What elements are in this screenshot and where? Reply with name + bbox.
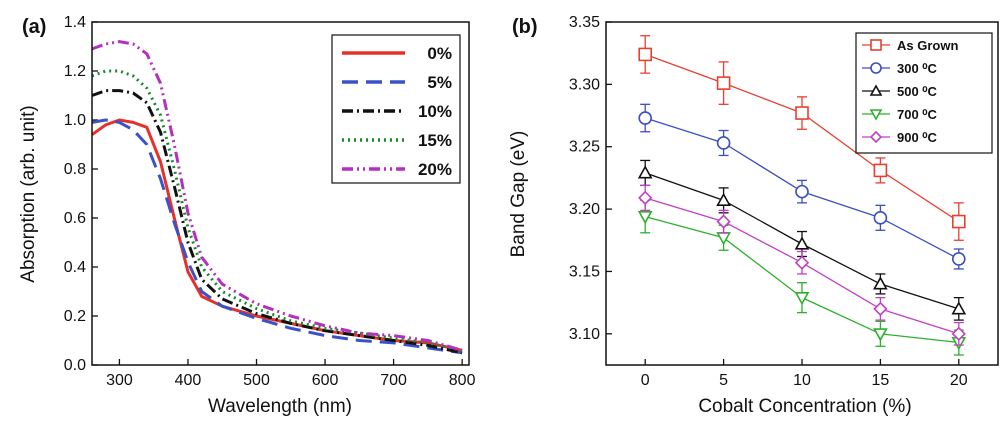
y-tick-label: 1.4 [64, 14, 86, 31]
legend-label-2: 500 ⁰C [897, 84, 938, 99]
legend-label-2: 10% [418, 102, 452, 121]
data-point-square [795, 106, 809, 120]
data-point-diamond [951, 326, 966, 341]
x-tick-label: 300 [106, 372, 133, 389]
legend-label-4: 900 ⁰C [897, 130, 938, 145]
y-tick-label: 1.2 [64, 63, 86, 80]
data-point-diamond [716, 214, 731, 229]
panel-a-legend-box [331, 34, 461, 184]
panel-a-legend: 0% 5% 10% 15% 20% [331, 34, 461, 184]
data-point-triangle-up [873, 276, 888, 290]
y-tick-label: 0.8 [64, 161, 86, 178]
legend-label-0: As Grown [897, 38, 958, 53]
panel-a-series-group [91, 40, 463, 355]
data-point-triangle-down [716, 232, 731, 246]
panel-b-x-axis-title: Cobalt Concentration (%) [698, 396, 911, 417]
y-tick-label: 1.0 [64, 112, 86, 129]
panel-a-label: (a) [22, 16, 46, 38]
y-tick-label: 3.30 [569, 76, 600, 93]
data-point-diamond [869, 130, 883, 144]
series-line [91, 69, 463, 352]
y-tick-label: 3.10 [569, 326, 600, 343]
data-point-diamond [794, 255, 810, 270]
x-tick-label: 0 [641, 372, 650, 389]
legend-label-3: 15% [418, 131, 452, 150]
legend-label-0: 0% [427, 44, 452, 63]
data-point-triangle-up [794, 236, 810, 250]
data-point-triangle-down [873, 328, 888, 342]
series-3 [637, 199, 967, 356]
data-point-square [951, 214, 966, 229]
y-tick-label: 3.25 [569, 139, 600, 156]
data-point-circle [795, 184, 809, 199]
x-tick-label: 5 [719, 372, 728, 389]
data-point-triangle-up [869, 84, 883, 96]
panel-a-plot-frame [91, 21, 470, 366]
panel-a-x-axis-title: Wavelength (nm) [208, 396, 352, 417]
x-tick-label: 800 [449, 372, 476, 389]
x-tick-label: 20 [950, 372, 968, 389]
series-line [91, 89, 463, 355]
data-point-triangle-down [869, 109, 883, 121]
y-tick-label: 0.2 [64, 308, 86, 325]
series-line [91, 118, 463, 355]
y-tick-label: 0.0 [64, 357, 86, 374]
legend-label-1: 300 ⁰C [897, 61, 938, 76]
panel-b-ticks: 0 5 10 15 20 3.10 3.15 3.20 3.25 3.30 3.35 [569, 14, 968, 389]
data-point-triangle-down [794, 292, 810, 306]
y-tick-label: 0.4 [64, 259, 86, 276]
data-point-circle [870, 62, 882, 74]
data-point-square [873, 163, 888, 178]
data-point-square [716, 76, 731, 90]
legend-label-3: 700 ⁰C [897, 107, 938, 122]
data-point-square [638, 47, 653, 62]
data-point-diamond [873, 301, 888, 317]
x-tick-label: 700 [380, 372, 407, 389]
panel-b-bandgap-chart: (b) Band Gap (eV) Cobalt Concentration (… [508, 14, 999, 417]
panel-b-plot-frame [605, 21, 999, 366]
data-point-circle [638, 111, 653, 125]
y-tick-label: 3.35 [569, 14, 600, 31]
data-point-triangle-down [637, 210, 653, 225]
legend-label-1: 5% [427, 73, 452, 92]
panel-b-legend-box [855, 32, 993, 154]
y-tick-label: 0.6 [64, 210, 86, 227]
data-point-circle [716, 136, 731, 150]
legend-label-4: 20% [418, 160, 452, 179]
data-point-triangle-up [951, 301, 967, 315]
panel-a-absorption-chart: (a) Absorption (arb. unit) Wavelength (n… [18, 14, 476, 417]
panel-b-legend: As Grown 300 ⁰C 500 ⁰C 700 ⁰C 900 ⁰C [855, 32, 993, 154]
data-point-triangle-up [637, 165, 653, 179]
series-line [91, 40, 463, 352]
x-tick-label: 600 [312, 372, 339, 389]
series-4 [638, 184, 966, 346]
panel-a-y-axis-title: Absorption (arb. unit) [18, 105, 39, 282]
series-1 [638, 103, 966, 270]
series-3 [91, 69, 463, 352]
panel-b-series-group [637, 35, 967, 356]
data-point-circle [873, 211, 888, 225]
panel-b-y-axis-title: Band Gap (eV) [508, 131, 529, 258]
data-point-square [870, 39, 882, 51]
data-point-triangle-up [716, 192, 731, 206]
y-tick-label: 3.20 [569, 201, 600, 218]
series-4 [91, 40, 463, 352]
panel-a-ticks: 300 400 500 600 700 800 0.0 0.2 0.4 0.6 0.8 1.0 1.2 1… [64, 14, 476, 389]
x-tick-label: 15 [872, 372, 890, 389]
x-tick-label: 10 [793, 372, 811, 389]
series-2 [91, 89, 463, 355]
data-point-diamond [638, 190, 653, 205]
x-tick-label: 500 [243, 372, 270, 389]
series-1 [91, 118, 463, 355]
y-tick-label: 3.15 [569, 263, 600, 280]
data-point-circle [951, 252, 966, 266]
series-0 [638, 35, 966, 241]
panel-b-label: (b) [512, 16, 538, 38]
x-tick-label: 400 [175, 372, 202, 389]
